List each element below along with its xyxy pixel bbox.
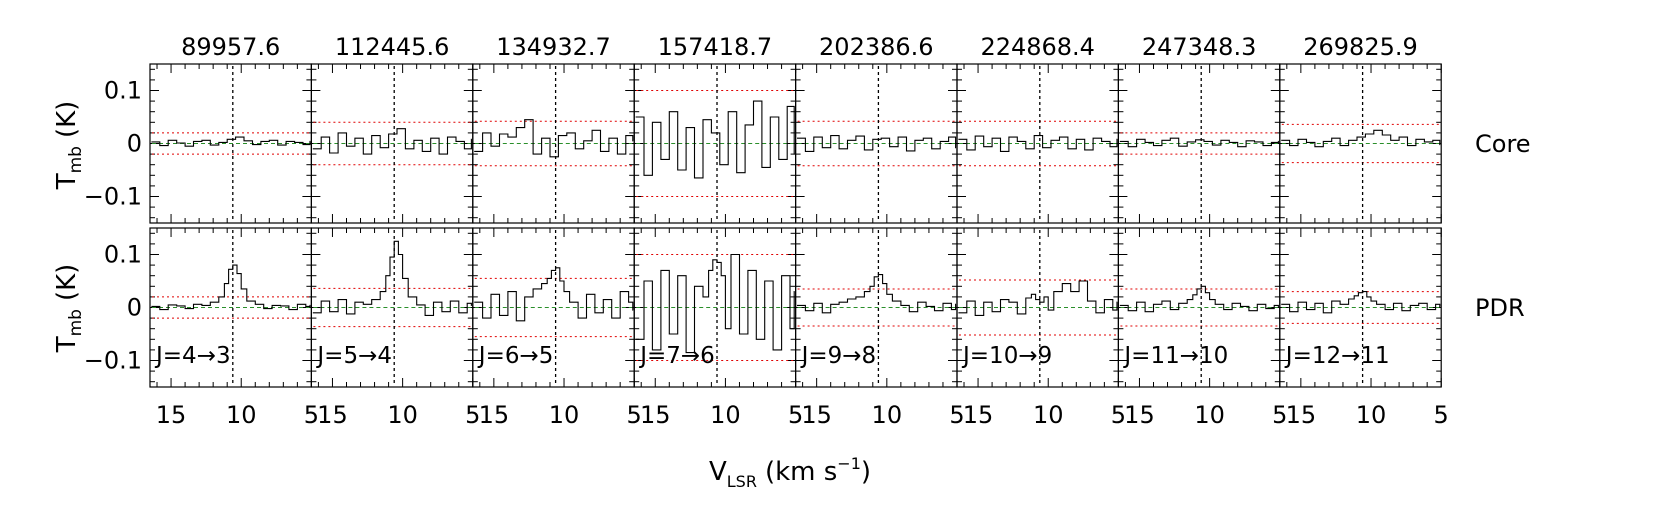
x-tick-label: 10: [549, 401, 580, 429]
x-axis-title: VLSR (km s−1): [709, 454, 871, 491]
y-tick-label: 0: [127, 294, 142, 322]
x-tick-label: 5: [465, 401, 480, 429]
transition-label: J=9→8: [800, 343, 877, 369]
y-label-sub: mb: [66, 309, 86, 336]
x-label-sub: LSR: [727, 472, 757, 491]
x-tick-label: 5: [788, 401, 803, 429]
spectrum-line: [312, 128, 472, 155]
spectrum-line: [1119, 137, 1279, 148]
y-tick-label: 0: [127, 130, 142, 158]
x-tick-label: 10: [1033, 401, 1064, 429]
frequency-label: 112445.6: [335, 33, 450, 61]
panel-core-8: [1279, 63, 1442, 224]
x-label-main: V: [709, 457, 727, 487]
x-tick-label: 15: [801, 401, 832, 429]
panel-pdr-4: J=7→6 15 10 5: [633, 227, 803, 429]
panel-core-2: [310, 63, 474, 224]
x-tick-label: 5: [627, 401, 642, 429]
spectrum-line: [1281, 129, 1441, 148]
x-tick-label: 15: [640, 401, 671, 429]
frequency-label: 224868.4: [980, 33, 1095, 61]
panel-core-3: [472, 63, 635, 224]
spectrum-line: [635, 100, 795, 179]
x-label-unit: (km s: [765, 457, 837, 487]
panel-pdr-1: J=4→3 15 10 5 0.1 0 −0.1: [84, 227, 319, 429]
row-label-core: Core: [1475, 130, 1531, 158]
y-tick-label: −0.1: [84, 347, 142, 375]
x-label-close: ): [861, 457, 871, 487]
x-tick-label: 15: [963, 401, 994, 429]
x-tick-label: 10: [1356, 401, 1387, 429]
x-tick-label: 15: [1286, 401, 1317, 429]
panel-pdr-5: J=9→8 15 10 5: [794, 227, 965, 429]
y-axis-title-pdr: Tmb (K): [52, 264, 86, 354]
spectrum-line: [151, 264, 311, 311]
spectrum-line: [1281, 291, 1441, 314]
panel-grid: 89957.6 0.1 0 −0.1 J=4→3 15 10 5 0.1 0 −0.1 112445.…: [84, 33, 1449, 429]
panel-pdr-6: J=10→9 15 10 5: [956, 227, 1126, 429]
frequency-label: 247348.3: [1142, 33, 1257, 61]
x-tick-label: 15: [1124, 401, 1155, 429]
transition-label: J=11→10: [1122, 343, 1228, 369]
panel-core-7: [1117, 63, 1281, 224]
transition-label: J=7→6: [638, 343, 715, 369]
spectrum-line: [958, 135, 1118, 152]
frequency-label: 134932.7: [496, 33, 611, 61]
frequency-label: 157418.7: [658, 33, 773, 61]
transition-label: J=10→9: [961, 343, 1052, 369]
spectrum-line: [635, 253, 795, 354]
spectrum-line: [151, 136, 311, 147]
x-tick-label: 5: [1111, 401, 1126, 429]
x-tick-label: 10: [1194, 401, 1225, 429]
x-tick-label: 5: [949, 401, 964, 429]
y-tick-label: 0.1: [104, 241, 142, 269]
y-label-sub: mb: [66, 146, 86, 173]
frequency-label: 89957.6: [181, 33, 280, 61]
x-tick-label: 10: [872, 401, 903, 429]
row-label-pdr: PDR: [1475, 294, 1525, 322]
panel-pdr-2: J=5→4 15 10 5: [310, 227, 480, 429]
x-tick-label: 5: [1272, 401, 1287, 429]
y-tick-label: −0.1: [84, 183, 142, 211]
x-tick-label: 5: [1434, 401, 1449, 429]
x-label-exp: −1: [837, 454, 861, 473]
transition-label: J=12→11: [1284, 343, 1390, 369]
y-label-unit: (K): [52, 264, 82, 301]
y-label-unit: (K): [52, 101, 82, 138]
x-tick-label: 5: [304, 401, 319, 429]
x-tick-label: 15: [156, 401, 187, 429]
y-label-main: T: [52, 336, 82, 353]
transition-label: J=5→4: [315, 343, 392, 369]
frequency-label: 202386.6: [819, 33, 934, 61]
y-axis-title-core: Tmb (K): [52, 101, 86, 191]
panel-core-1: 0.1 0 −0.1: [84, 63, 312, 224]
y-tick-label: 0.1: [104, 77, 142, 105]
panel-pdr-3: J=6→5 15 10 5: [472, 227, 642, 429]
spectrum-line: [958, 280, 1118, 316]
spectrum-line: [797, 135, 957, 152]
spectrum-line: [312, 240, 472, 316]
x-tick-label: 15: [479, 401, 510, 429]
x-tick-label: 10: [710, 401, 741, 429]
transition-label: J=4→3: [154, 343, 231, 369]
transition-label: J=6→5: [477, 343, 554, 369]
spectrum-line: [474, 267, 634, 322]
y-label-main: T: [52, 173, 82, 190]
panel-pdr-8: J=12→11 15 10 5: [1279, 227, 1449, 429]
spectrum-line: [1119, 285, 1279, 313]
spectrum-line: [797, 274, 957, 314]
panel-pdr-7: J=11→10 15 10 5: [1117, 227, 1287, 429]
panel-core-6: [956, 63, 1119, 224]
panel-core-5: [794, 63, 958, 224]
frequency-label: 269825.9: [1303, 33, 1418, 61]
x-tick-label: 15: [317, 401, 348, 429]
panel-core-4: [633, 63, 797, 224]
x-tick-label: 10: [387, 401, 418, 429]
x-tick-label: 10: [226, 401, 257, 429]
spectrum-line: [474, 119, 634, 158]
